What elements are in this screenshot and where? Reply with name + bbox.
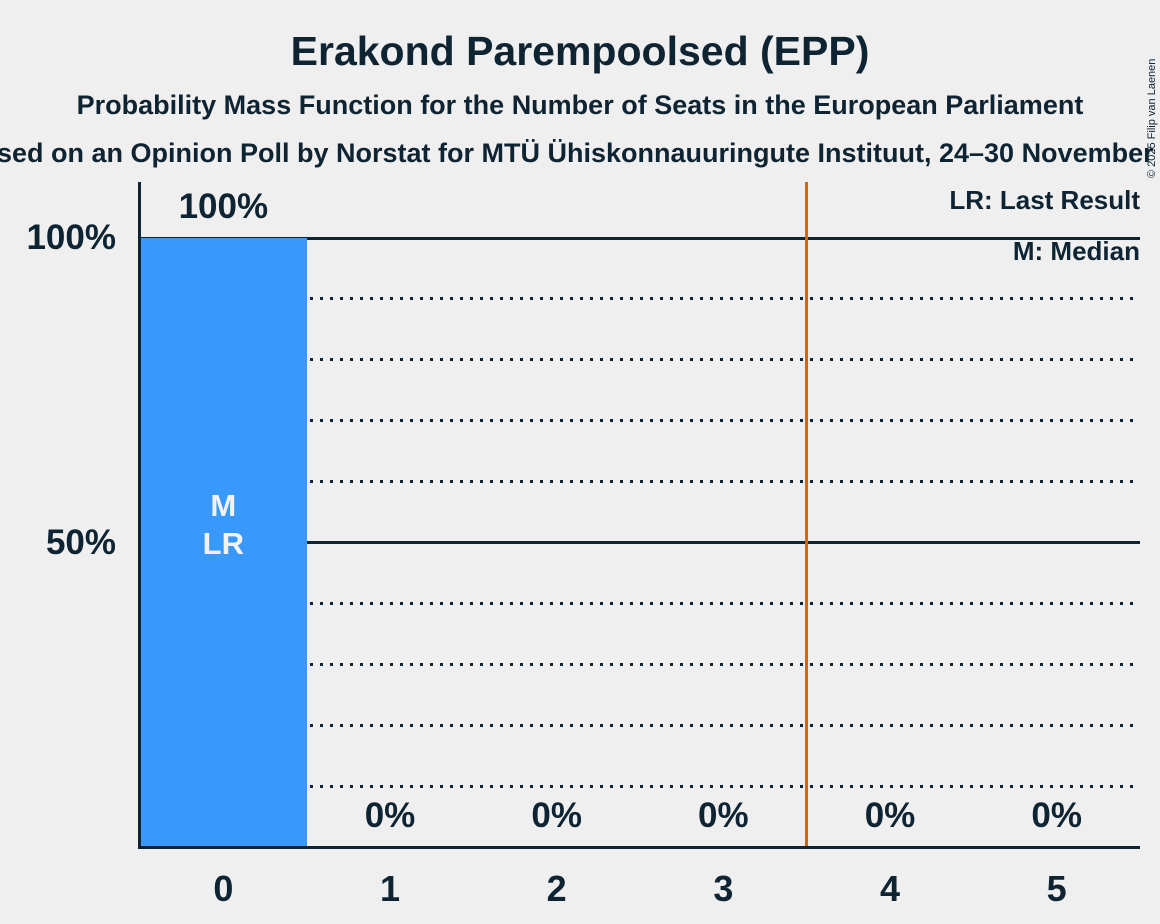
gridline-60 <box>140 480 1140 484</box>
legend-median: M: Median <box>1012 236 1140 266</box>
last-result-reference-line <box>805 182 809 846</box>
x-axis-label-4: 4 <box>879 868 900 909</box>
chart-source-line: sed on an Opinion Poll by Norstat for MT… <box>0 138 1160 168</box>
bar-annotation-line: LR <box>202 526 244 561</box>
copyright-notice: © 2025 Filip van Laenen <box>1146 58 1158 178</box>
chart-title: Erakond Parempoolsed (EPP) <box>290 28 870 74</box>
value-label-seats-5: 0% <box>1031 796 1082 835</box>
chart-subtitle: Probability Mass Function for the Number… <box>76 90 1084 120</box>
x-axis-label-2: 2 <box>546 868 567 909</box>
legend-last-result: LR: Last Result <box>949 185 1140 215</box>
y-axis-label-50: 50% <box>45 522 116 562</box>
x-axis-label-5: 5 <box>1046 868 1067 909</box>
gridline-20 <box>140 723 1140 727</box>
value-label-seats-4: 0% <box>864 796 916 835</box>
x-axis-label-1: 1 <box>379 868 400 909</box>
gridline-100 <box>140 236 1140 240</box>
x-axis-label-3: 3 <box>713 868 734 909</box>
y-axis-label-100: 100% <box>26 218 116 257</box>
gridline-90 <box>140 297 1140 301</box>
x-axis <box>137 845 1140 849</box>
bar-annotation-line: M <box>210 488 237 523</box>
bar-seats-0 <box>140 238 307 847</box>
bar-annotation-median-last-result: M LR <box>140 487 307 563</box>
value-label-seats-2: 0% <box>531 796 582 835</box>
x-axis-label-0: 0 <box>213 868 234 909</box>
gridline-80 <box>140 358 1140 362</box>
gridline-10 <box>140 784 1140 788</box>
gridline-70 <box>140 419 1140 423</box>
value-label-seats-0: 100% <box>178 187 269 226</box>
gridline-40 <box>140 601 1140 605</box>
value-label-seats-3: 0% <box>698 796 749 835</box>
gridline-50 <box>140 541 1140 544</box>
y-axis <box>137 182 141 849</box>
value-label-seats-1: 0% <box>364 796 416 835</box>
gridline-30 <box>140 662 1140 666</box>
